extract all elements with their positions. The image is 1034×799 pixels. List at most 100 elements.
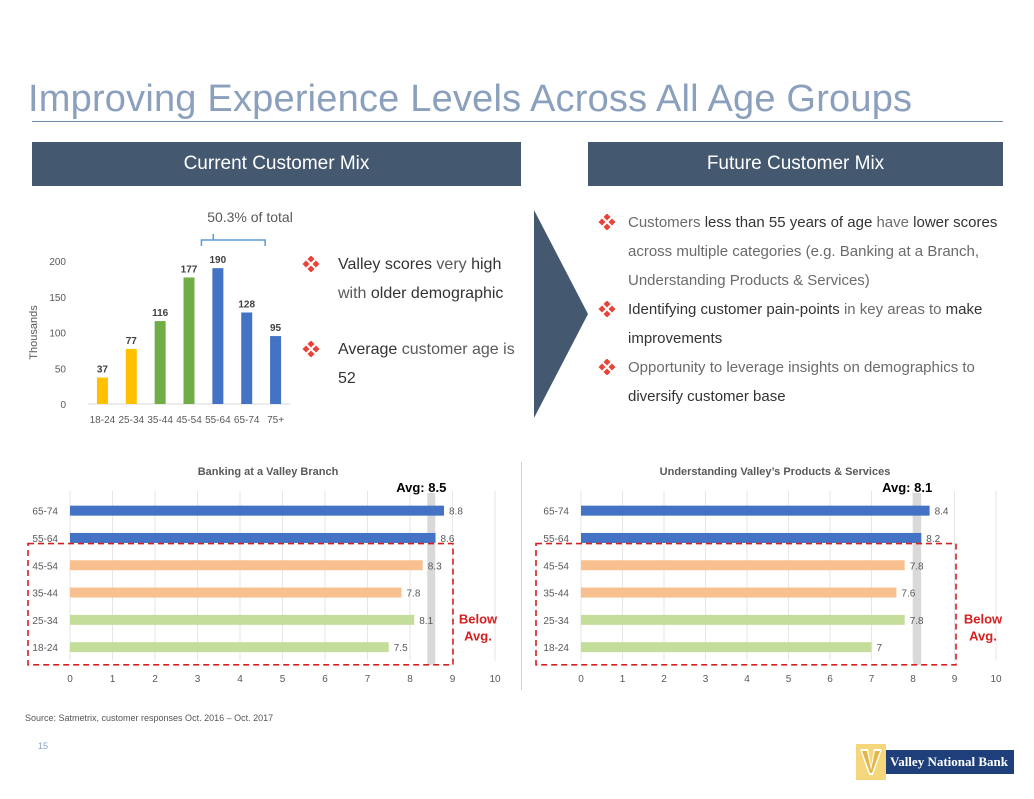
chevron-arrow-icon: [534, 210, 588, 418]
y-tick-label: 65-74: [543, 507, 569, 518]
bullet-valley-scores: Valley scores very high with older demog…: [302, 250, 532, 308]
data-label: 128: [238, 299, 255, 310]
below-average-box: [535, 542, 957, 666]
page-title: Improving Experience Levels Across All A…: [28, 78, 913, 120]
x-tick-label: 75+: [267, 415, 284, 426]
bullet-text-strong: older demographic: [370, 285, 504, 302]
understanding-products-chart: Understanding Valley’s Products & Servic…: [535, 466, 1003, 685]
x-tick-label: 1: [620, 674, 626, 685]
x-tick-label: 7: [365, 674, 371, 685]
bullet-text: very: [431, 256, 472, 273]
data-label: 177: [181, 264, 198, 275]
below-average-label: Avg.: [464, 629, 492, 644]
hbar: [70, 614, 415, 625]
x-tick-label: 55-64: [205, 415, 231, 426]
bullet-text-strong: less than 55 years of age: [704, 214, 873, 231]
bullet-text-strong: Valley scores: [338, 256, 432, 273]
diamond-bullet-icon: [302, 256, 320, 272]
x-tick-label: 2: [152, 674, 158, 685]
diamond-bullet-icon: [598, 359, 616, 375]
x-tick-label: 8: [910, 674, 916, 685]
bullet-lower-scores: Customers less than 55 years of age have…: [598, 208, 1003, 295]
current-customer-mix-label: Current Customer Mix: [183, 153, 370, 174]
data-label: 8.4: [935, 507, 949, 518]
average-label: Avg: 8.1: [882, 480, 932, 495]
y-tick-label: 25-34: [32, 616, 58, 627]
source-note: Source: Satmetrix, customer responses Oc…: [25, 713, 274, 723]
x-tick-label: 65-74: [234, 415, 260, 426]
bullet-text: Opportunity to leverage insights on demo…: [628, 359, 975, 376]
valley-national-bank-logo: Valley National Bank: [856, 744, 1028, 780]
below-average-label: Below: [964, 612, 1003, 627]
x-tick-label: 3: [195, 674, 201, 685]
data-label: 77: [126, 336, 138, 347]
column-bar: [154, 321, 166, 404]
x-tick-label: 4: [744, 674, 750, 685]
column-bar: [270, 336, 282, 404]
hbar: [581, 532, 922, 543]
below-average-label: Below: [459, 612, 498, 627]
y-tick-label: 55-64: [543, 534, 569, 545]
bullet-text-strong: 52: [338, 370, 356, 387]
data-label: 7.6: [901, 589, 915, 600]
data-label: 7.8: [407, 589, 421, 600]
data-label: 8.2: [926, 534, 940, 545]
below-average-box: [27, 542, 454, 666]
diamond-bullet-icon: [302, 341, 320, 357]
bullet-pain-points: Identifying customer pain-points in key …: [598, 295, 1003, 353]
future-customer-mix-label: Future Customer Mix: [706, 153, 885, 174]
x-tick-label: 10: [990, 674, 1002, 685]
below-average-label: Avg.: [969, 629, 997, 644]
y-tick-label: 200: [49, 257, 66, 268]
future-customer-mix-banner: Future Customer Mix: [588, 142, 1003, 186]
bullet-text: with: [338, 285, 371, 302]
hbar: [581, 614, 905, 625]
hbar: [70, 560, 423, 571]
bracket-annotation: [200, 234, 266, 246]
data-label: 7.5: [394, 643, 408, 654]
x-tick-label: 5: [786, 674, 792, 685]
bullet-text: in key areas to: [839, 301, 946, 318]
data-label: 95: [270, 323, 282, 334]
current-customer-mix-banner: Current Customer Mix: [32, 142, 521, 186]
column-bar: [183, 277, 195, 404]
y-tick-label: 45-54: [32, 561, 58, 572]
column-bar: [212, 268, 224, 404]
y-tick-label: 35-44: [543, 589, 569, 600]
bullet-average-age: Average customer age is 52: [302, 335, 532, 393]
x-tick-label: 0: [578, 674, 584, 685]
y-tick-label: 35-44: [32, 589, 58, 600]
title-divider: [32, 121, 1003, 122]
bracket-label: 50.3% of total: [207, 209, 293, 225]
bullet-text: have: [872, 214, 914, 231]
x-tick-label: 5: [280, 674, 286, 685]
column-bar: [96, 377, 108, 404]
banking-branch-chart: Banking at a Valley Branch 0 1 2 3 4 5 6 7 8 9 10 Av…: [27, 466, 501, 685]
bullet-text-strong: diversify customer base: [628, 388, 786, 405]
x-tick-label: 4: [237, 674, 243, 685]
hbar: [581, 505, 930, 516]
valley-v-logo-icon: [856, 744, 886, 780]
bullet-text-strong: lower scores: [913, 214, 998, 231]
x-tick-label: 0: [67, 674, 73, 685]
data-label: 8.3: [428, 561, 442, 572]
y-tick-label: 18-24: [543, 643, 569, 654]
data-label: 190: [210, 255, 227, 266]
chart-title: Banking at a Valley Branch: [198, 466, 339, 478]
y-axis-title: Thousands: [28, 305, 40, 360]
y-tick-label: 55-64: [32, 534, 58, 545]
current-mix-bullets: Valley scores very high with older demog…: [302, 250, 532, 420]
x-tick-label: 9: [450, 674, 456, 685]
data-label: 8.1: [419, 616, 433, 627]
x-tick-label: 7: [869, 674, 875, 685]
hbar: [70, 587, 402, 598]
y-tick-label: 0: [60, 400, 66, 411]
x-tick-label: 6: [827, 674, 833, 685]
bullet-text-strong: make improvements: [628, 301, 983, 347]
x-tick-label: 6: [322, 674, 328, 685]
average-label: Avg: 8.5: [396, 480, 446, 495]
data-label: 8.6: [441, 534, 455, 545]
logo-wordmark: Valley National Bank: [886, 750, 1014, 774]
average-band: [913, 493, 922, 665]
data-label: 8.8: [449, 507, 463, 518]
